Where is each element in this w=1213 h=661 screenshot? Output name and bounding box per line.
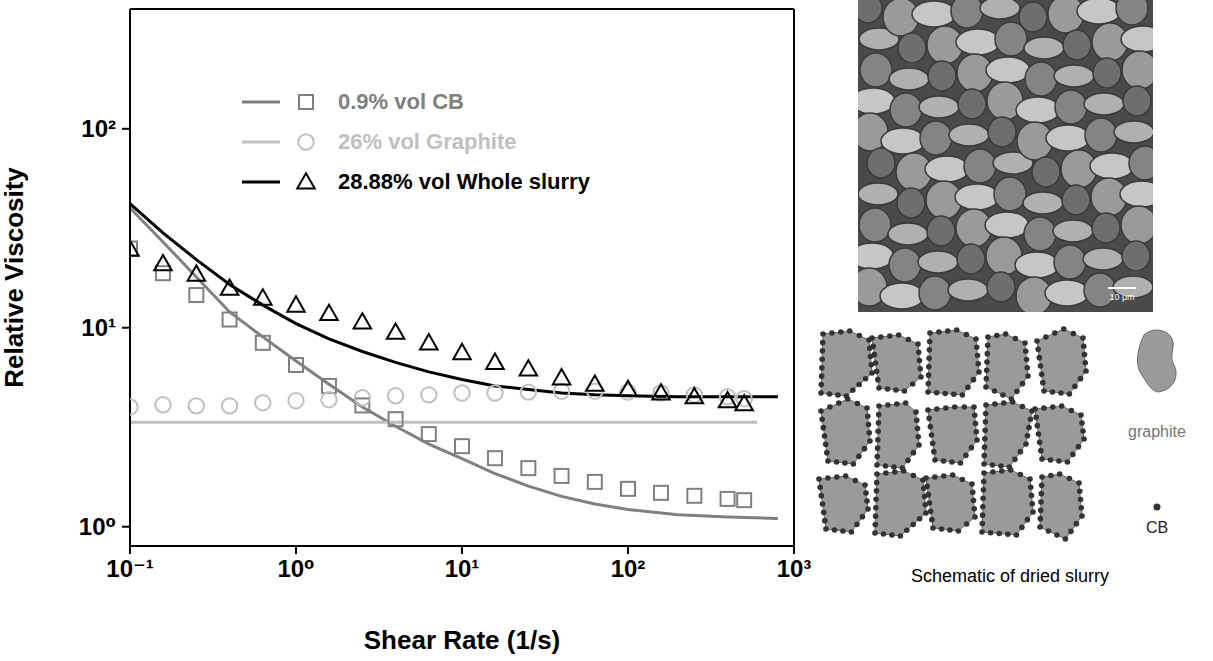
svg-text:10⁰: 10⁰ bbox=[277, 555, 314, 582]
svg-text:10³: 10³ bbox=[777, 555, 812, 582]
svg-text:Relative Viscosity: Relative Viscosity bbox=[0, 167, 29, 388]
html-text:Schematic of dried slurry: Schematic of dried slurry bbox=[911, 566, 1109, 586]
svg-text:CB: CB bbox=[1146, 519, 1168, 536]
html-text:28.88% vol Whole slurry: 28.88% vol Whole slurry bbox=[338, 169, 590, 194]
svg-text:graphite: graphite bbox=[1128, 423, 1186, 440]
svg-text:10¹: 10¹ bbox=[81, 314, 116, 341]
svg-text:10²: 10² bbox=[611, 555, 646, 582]
svg-text:10 μm: 10 μm bbox=[1109, 292, 1134, 302]
svg-text:10⁻¹: 10⁻¹ bbox=[106, 555, 153, 582]
svg-text:10⁰: 10⁰ bbox=[79, 513, 116, 540]
html-text:0.9% vol CB: 0.9% vol CB bbox=[338, 89, 464, 114]
svg-text:Shear Rate (1/s): Shear Rate (1/s) bbox=[364, 625, 561, 655]
html-text:26% vol Graphite: 26% vol Graphite bbox=[338, 129, 517, 154]
svg-text:10²: 10² bbox=[81, 115, 116, 142]
svg-text:10¹: 10¹ bbox=[445, 555, 480, 582]
